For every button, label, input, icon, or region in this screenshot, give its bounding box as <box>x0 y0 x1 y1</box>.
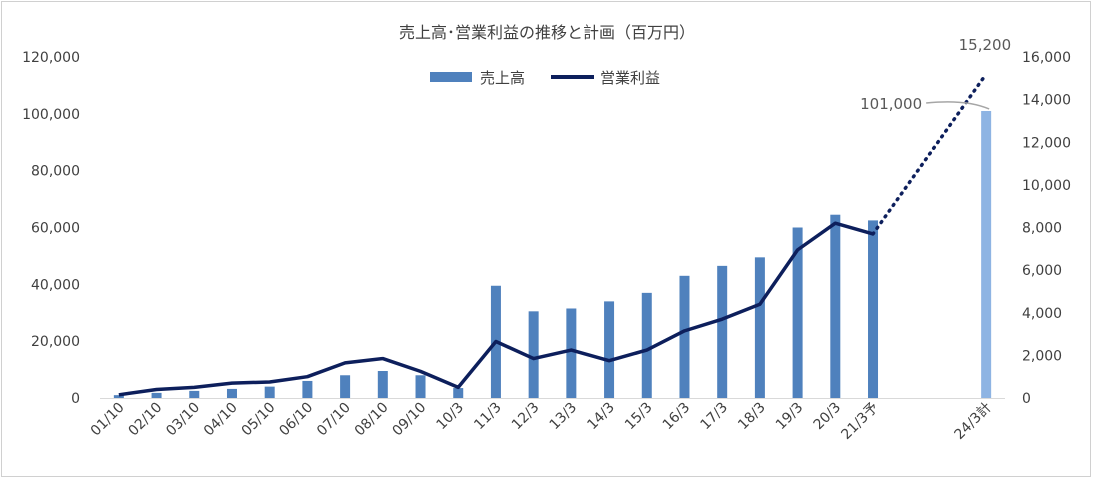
y-right-tick-label: 6,000 <box>1022 263 1062 279</box>
x-tick-label: 19/3 <box>773 400 807 434</box>
bar-sales <box>604 301 615 398</box>
annotation-label-operating-profit: 15,200 <box>959 36 1012 54</box>
x-tick-label: 10/3 <box>434 400 468 434</box>
bar-sales <box>151 392 162 398</box>
bar-sales <box>453 388 464 398</box>
x-tick-label: 17/3 <box>697 400 731 434</box>
x-tick-label: 06/10 <box>276 400 316 440</box>
bar-sales <box>679 275 690 398</box>
bar-sales <box>189 390 200 398</box>
bar-sales <box>641 292 652 398</box>
x-tick-label: 05/10 <box>239 400 279 440</box>
bar-sales <box>377 371 388 398</box>
x-tick-label: 02/10 <box>126 400 166 440</box>
annotation-label-sales: 101,000 <box>860 95 922 113</box>
y-left-tick-label: 100,000 <box>22 107 80 123</box>
y-left-tick-label: 120,000 <box>22 50 80 66</box>
x-tick-label: 13/3 <box>547 400 581 434</box>
bar-sales <box>415 375 426 398</box>
bar-sales <box>113 395 124 398</box>
bar-sales <box>717 265 728 398</box>
bar-sales <box>566 308 577 398</box>
bar-sales <box>868 220 879 398</box>
bar-sales <box>528 311 539 398</box>
y-left-tick-label: 80,000 <box>31 164 80 180</box>
x-tick-label: 16/3 <box>660 400 694 434</box>
y-right-tick-label: 4,000 <box>1022 306 1062 322</box>
legend: 売上高 営業利益 <box>430 69 660 87</box>
legend-label-sales: 売上高 <box>480 69 525 87</box>
x-tick-label: 09/10 <box>389 400 429 440</box>
line-operating-profit-plan <box>871 72 988 236</box>
y-right-tick-label: 2,000 <box>1022 348 1062 364</box>
y-left-tick-label: 0 <box>71 391 80 407</box>
x-tick-label: 07/10 <box>314 400 354 440</box>
legend-label-operating-profit: 営業利益 <box>600 69 660 87</box>
y-right-tick-label: 10,000 <box>1022 178 1071 194</box>
bar-sales <box>830 214 841 398</box>
bar-sales-plan <box>981 110 992 398</box>
y-right-tick-label: 16,000 <box>1022 50 1071 66</box>
y-left-tick-label: 20,000 <box>31 334 80 350</box>
x-tick-label: 14/3 <box>584 400 618 434</box>
y-right-tick-label: 8,000 <box>1022 221 1062 237</box>
x-tick-label: 24/3計 <box>952 400 995 443</box>
x-tick-label: 15/3 <box>622 400 656 434</box>
bar-sales <box>754 257 765 398</box>
x-tick-label: 20/3 <box>811 400 845 434</box>
line-operating-profit <box>118 221 874 397</box>
y-left-tick-label: 60,000 <box>31 221 80 237</box>
bar-sales <box>264 386 275 398</box>
x-tick-label: 12/3 <box>509 400 543 434</box>
legend-swatch-sales <box>430 72 472 82</box>
x-tick-label: 01/10 <box>88 400 128 440</box>
annotation-leader-sales <box>926 101 990 110</box>
y-right-tick-label: 0 <box>1022 391 1031 407</box>
chart-title: 売上高･営業利益の推移と計画（百万円） <box>399 23 695 42</box>
y-left-tick-label: 40,000 <box>31 277 80 293</box>
y-right-tick-label: 14,000 <box>1022 93 1071 109</box>
bar-sales <box>226 388 237 398</box>
y-right-tick-label: 12,000 <box>1022 135 1071 151</box>
bar-sales <box>302 380 313 398</box>
bar-sales <box>792 227 803 398</box>
x-tick-label: 21/3予 <box>838 400 881 443</box>
x-tick-label: 11/3 <box>471 400 505 434</box>
x-tick-label: 03/10 <box>163 400 203 440</box>
plot-area: 0 20,000 40,000 60,000 80,000 100,000 120,000 0… <box>22 36 1071 443</box>
bar-sales <box>340 375 351 398</box>
x-tick-label: 04/10 <box>201 400 241 440</box>
x-tick-label: 08/10 <box>352 400 392 440</box>
x-tick-label: 18/3 <box>735 400 769 434</box>
